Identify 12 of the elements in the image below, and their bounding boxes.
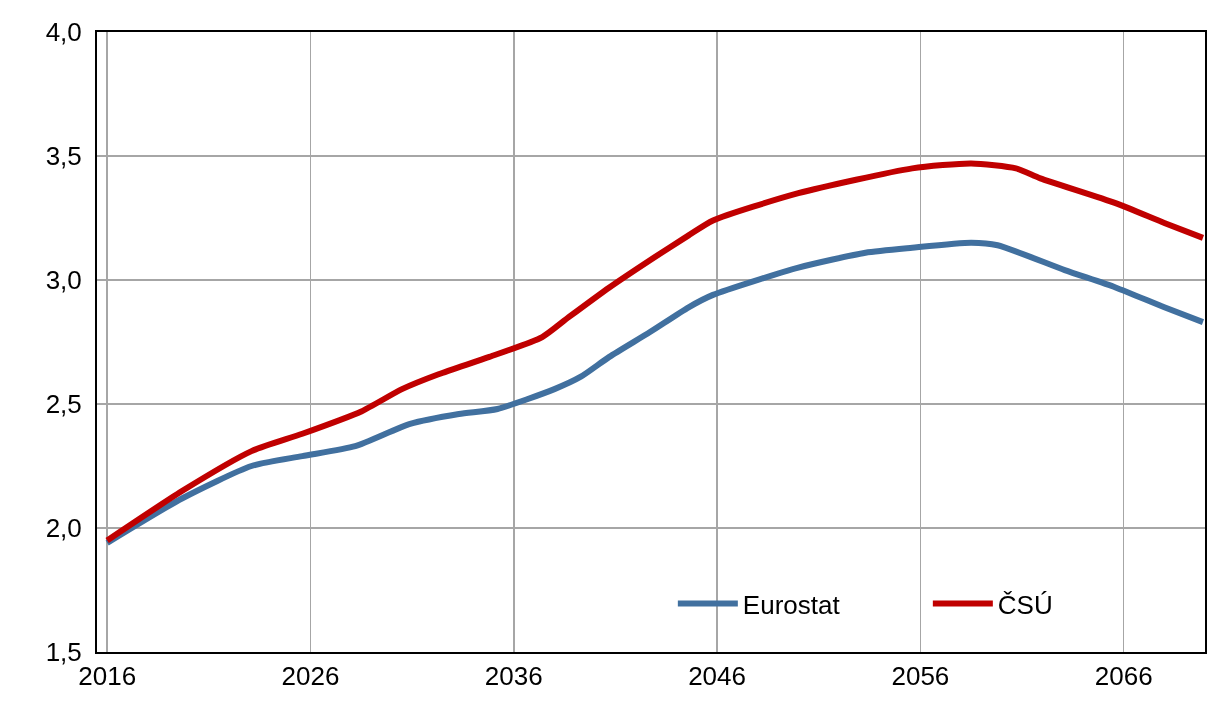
- y-tick-label: 4,0: [45, 17, 82, 48]
- x-tick-label: 2026: [281, 661, 340, 692]
- y-tick-label: 3,5: [45, 141, 82, 172]
- legend-label: ČSÚ: [997, 589, 1053, 620]
- y-tick-label: 2,0: [45, 513, 82, 544]
- y-tick-label: 3,0: [45, 265, 82, 296]
- x-tick-label: 2056: [891, 661, 950, 692]
- legend-label: Eurostat: [742, 589, 841, 620]
- y-tick-label: 2,5: [45, 389, 82, 420]
- x-tick-label: 2066: [1094, 661, 1153, 692]
- x-tick-label: 2046: [688, 661, 746, 692]
- x-tick-label: 2036: [484, 661, 543, 692]
